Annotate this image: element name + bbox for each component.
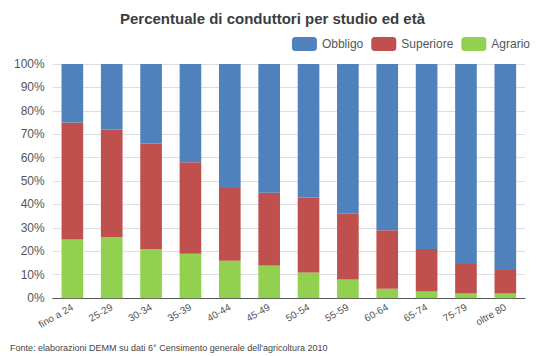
svg-text:40-44: 40-44 — [205, 301, 233, 324]
svg-text:20%: 20% — [21, 244, 45, 258]
svg-text:0%: 0% — [27, 291, 45, 305]
svg-text:Fonte: elaborazioni DEMM su da: Fonte: elaborazioni DEMM su dati 6° Cens… — [10, 343, 328, 353]
svg-text:45-49: 45-49 — [244, 301, 272, 324]
svg-text:90%: 90% — [21, 80, 45, 94]
svg-text:60-64: 60-64 — [362, 301, 390, 324]
svg-text:Superiore: Superiore — [401, 37, 453, 51]
svg-text:80%: 80% — [21, 104, 45, 118]
svg-text:35-39: 35-39 — [166, 301, 194, 324]
svg-text:50%: 50% — [21, 174, 45, 188]
svg-text:65-74: 65-74 — [402, 301, 430, 324]
svg-text:100%: 100% — [14, 57, 45, 71]
svg-text:Obbligo: Obbligo — [322, 37, 364, 51]
svg-text:oltre 80: oltre 80 — [474, 301, 509, 327]
svg-text:70%: 70% — [21, 127, 45, 141]
svg-text:25-29: 25-29 — [87, 301, 115, 324]
svg-text:50-54: 50-54 — [284, 301, 312, 324]
svg-text:55-59: 55-59 — [323, 301, 351, 324]
svg-text:10%: 10% — [21, 268, 45, 282]
svg-text:Agrario: Agrario — [491, 37, 530, 51]
svg-text:30-34: 30-34 — [126, 301, 154, 324]
svg-text:75-79: 75-79 — [441, 301, 469, 324]
svg-text:30%: 30% — [21, 221, 45, 235]
svg-text:60%: 60% — [21, 151, 45, 165]
svg-text:40%: 40% — [21, 197, 45, 211]
svg-text:fino a 24: fino a 24 — [36, 301, 75, 330]
svg-text:Percentuale di conduttori per: Percentuale di conduttori per studio ed … — [120, 10, 426, 27]
